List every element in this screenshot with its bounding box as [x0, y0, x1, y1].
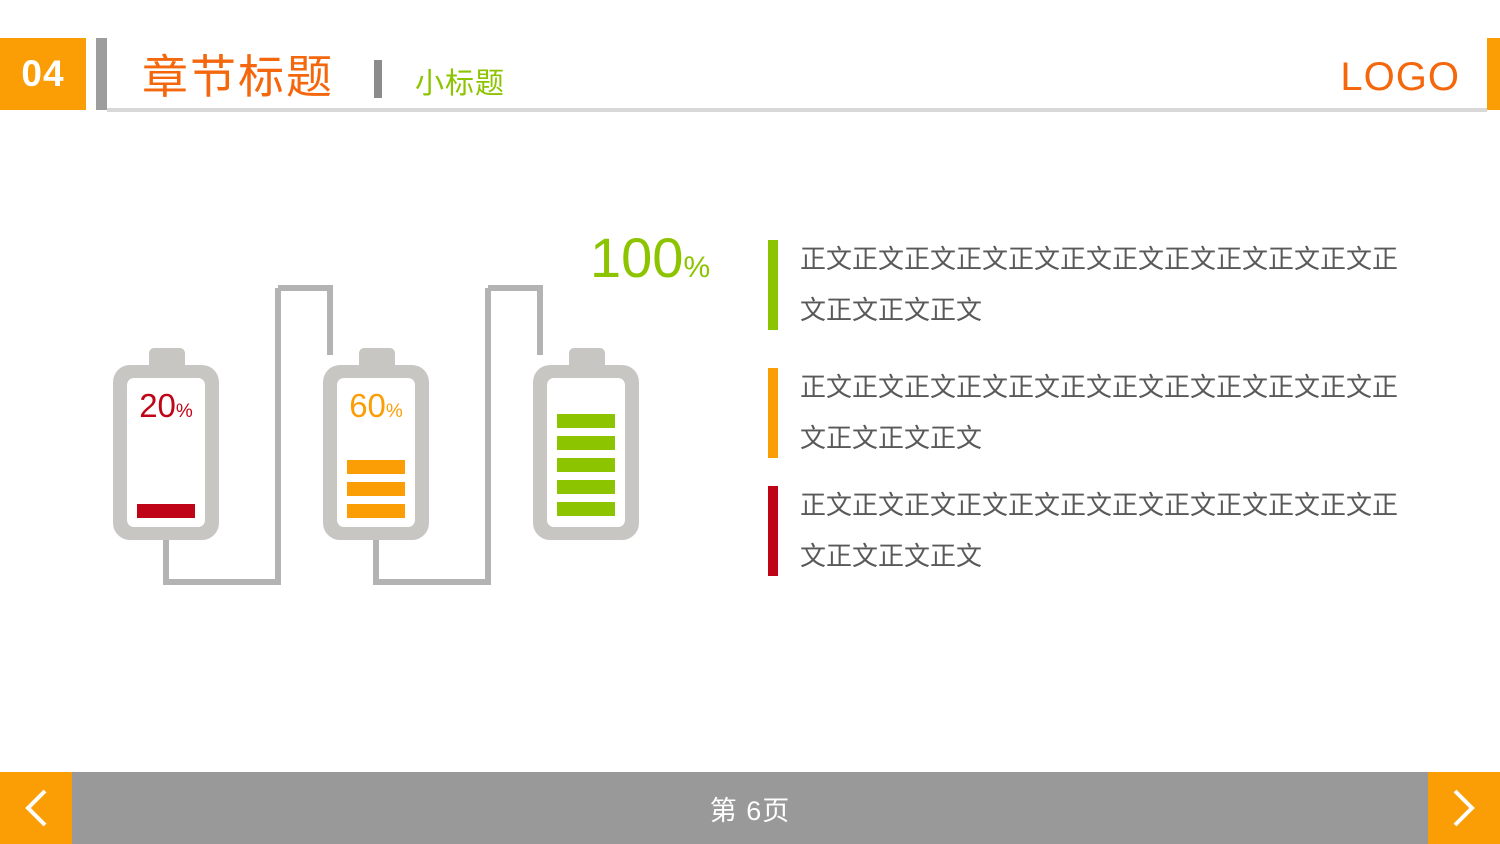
battery-level-bars — [137, 504, 195, 518]
battery-level-bar — [347, 504, 405, 518]
text-block-body: 正文正文正文正文正文正文正文正文正文正文正文正文正文正文正文 — [800, 244, 1399, 325]
slide-header: 04 章节标题 小标题 LOGO — [0, 0, 1500, 130]
battery-inner — [547, 378, 625, 527]
battery-diagram: 20% 60% — [0, 130, 760, 750]
battery-level-bars — [347, 460, 405, 518]
title-divider — [374, 60, 382, 98]
battery-inner: 20% — [127, 378, 205, 527]
accent-bar — [768, 240, 778, 330]
battery-body: 20% — [113, 365, 219, 540]
header-orange-bar — [1487, 38, 1500, 110]
prev-slide-button[interactable] — [0, 772, 72, 844]
battery-level-bar — [557, 436, 615, 450]
page-number-label: 第 6页 — [709, 795, 791, 826]
battery-level-bar — [557, 502, 615, 516]
slide-footer: 第 6页 — [0, 772, 1500, 844]
battery-level-bars — [557, 414, 615, 516]
chevron-left-icon — [25, 789, 47, 827]
battery-level-bar — [557, 458, 615, 472]
battery-cap-icon — [149, 348, 185, 370]
header-horizontal-rule — [107, 108, 1487, 112]
section-number-badge: 04 — [0, 38, 86, 110]
battery-cap-icon — [569, 348, 605, 370]
battery-level-bar — [557, 414, 615, 428]
chevron-right-icon — [1453, 789, 1475, 827]
battery-level-bar — [137, 504, 195, 518]
logo: LOGO — [1340, 55, 1460, 99]
page-subtitle: 小标题 — [415, 68, 506, 100]
battery-percent-label: 60% — [349, 387, 403, 424]
battery-level-bar — [347, 482, 405, 496]
battery-100-percent-label: 100% — [590, 226, 711, 289]
battery-level-bar — [557, 480, 615, 494]
accent-bar — [768, 486, 778, 576]
battery-inner: 60% — [337, 378, 415, 527]
battery-percent-label: 20% — [139, 387, 193, 424]
battery-body: 60% — [323, 365, 429, 540]
battery-level-bar — [347, 460, 405, 474]
accent-bar — [768, 368, 778, 458]
battery-cap-icon — [359, 348, 395, 370]
text-block-body: 正文正文正文正文正文正文正文正文正文正文正文正文正文正文正文 — [800, 490, 1399, 571]
battery-body — [533, 365, 639, 540]
text-block-body: 正文正文正文正文正文正文正文正文正文正文正文正文正文正文正文 — [800, 372, 1399, 453]
header-gray-bar — [96, 38, 107, 110]
page-title: 章节标题 — [142, 51, 334, 103]
next-slide-button[interactable] — [1428, 772, 1500, 844]
